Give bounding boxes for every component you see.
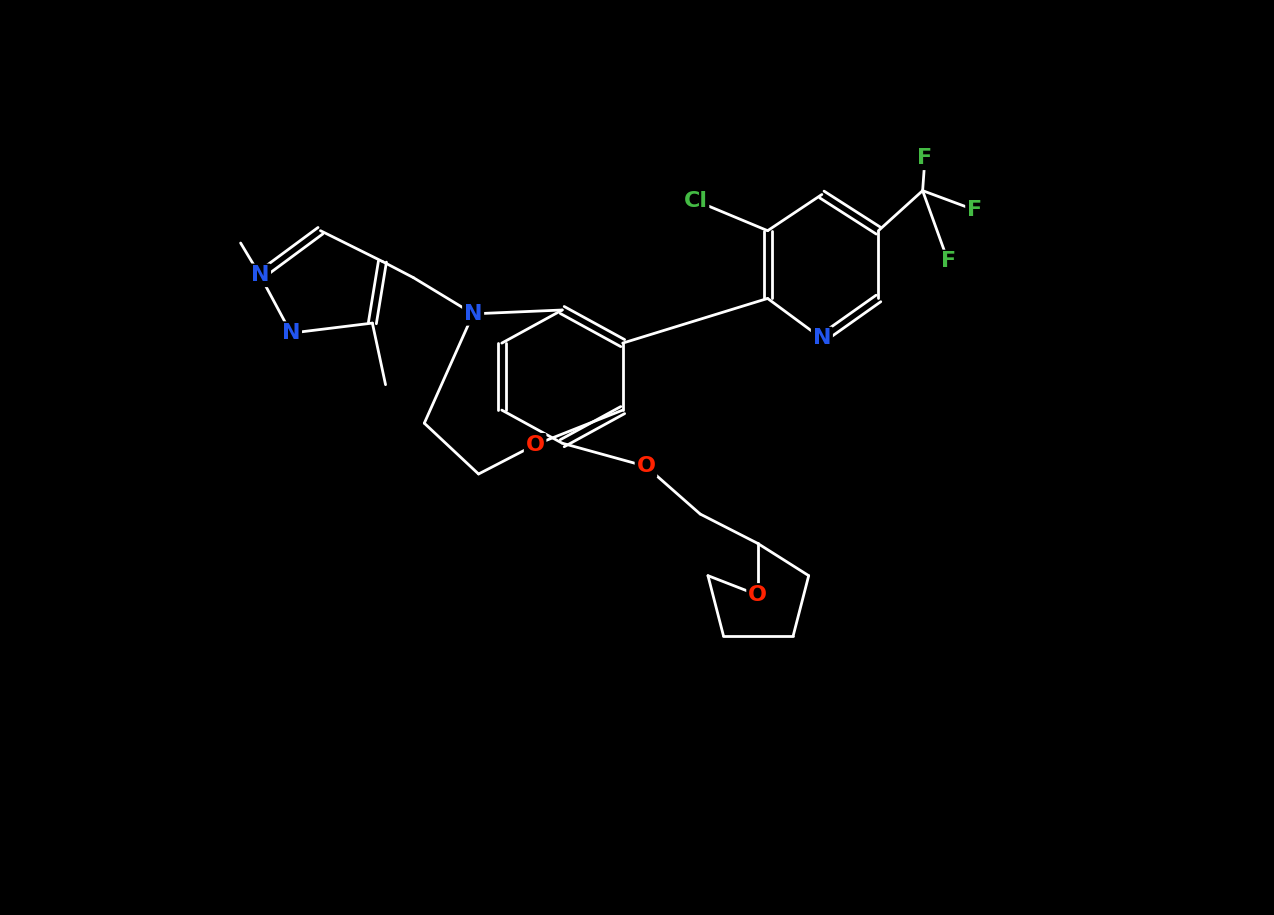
Text: N: N bbox=[813, 328, 831, 349]
Text: O: O bbox=[526, 435, 544, 455]
Text: F: F bbox=[917, 148, 933, 168]
Text: F: F bbox=[940, 252, 956, 272]
Text: N: N bbox=[464, 304, 483, 324]
Text: F: F bbox=[967, 199, 982, 220]
Text: N: N bbox=[282, 323, 301, 343]
Text: O: O bbox=[637, 457, 655, 477]
Text: N: N bbox=[251, 265, 269, 285]
Text: O: O bbox=[748, 585, 767, 605]
Text: Cl: Cl bbox=[684, 190, 707, 210]
